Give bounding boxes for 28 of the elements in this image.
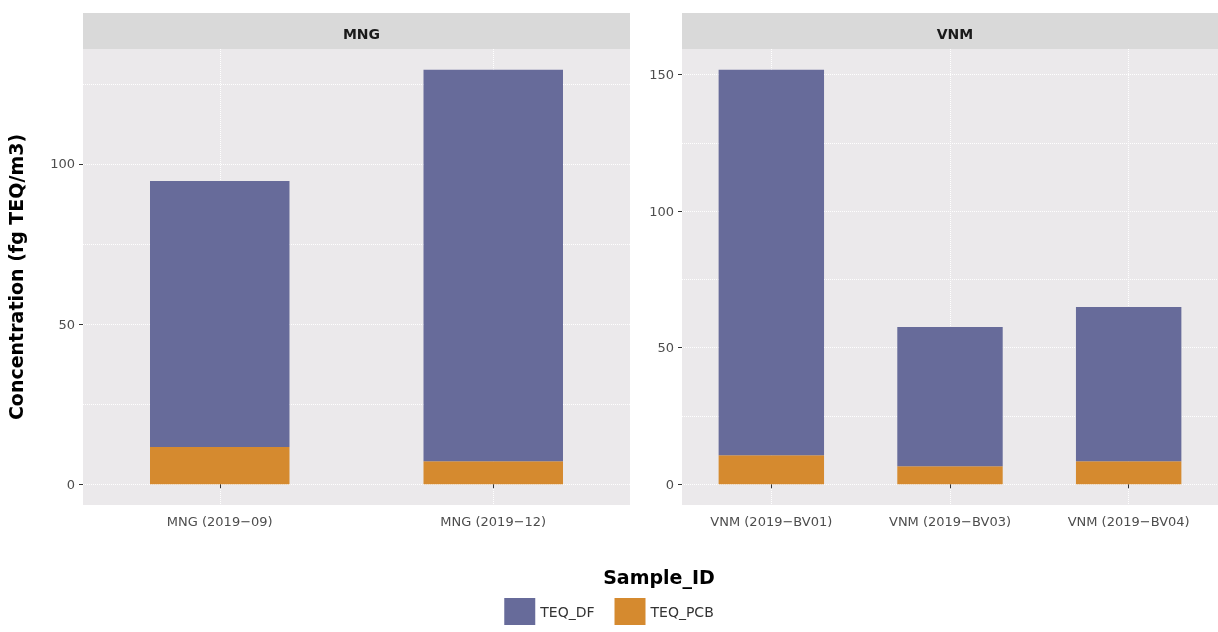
bar	[1075, 461, 1182, 485]
chart-title: VNM	[936, 26, 974, 42]
legend-label: TEQ_PCB	[649, 603, 714, 620]
y-tick-label: 150	[649, 67, 674, 83]
bar	[718, 455, 825, 485]
bar	[423, 461, 563, 485]
y-tick-label: 100	[649, 203, 674, 219]
bar	[1075, 307, 1182, 462]
bar	[150, 180, 290, 448]
bar	[897, 326, 1003, 467]
bar	[718, 69, 825, 456]
y-tick-label: 0	[66, 476, 75, 492]
x-axis-title: Sample_ID	[603, 565, 715, 589]
x-tick-label: MNG (2019−09)	[166, 514, 273, 529]
y-tick-label: 50	[657, 340, 674, 356]
x-tick-label: MNG (2019−12)	[440, 514, 547, 529]
x-tick-label: VNM (2019−BV01)	[710, 514, 833, 529]
bar	[897, 466, 1003, 485]
y-tick-label: 50	[58, 316, 75, 332]
bar	[423, 69, 563, 462]
y-axis-title: Concentration (fg TEQ/m3)	[4, 133, 27, 421]
chart-title: MNG	[342, 26, 381, 42]
legend-label: TEQ_DF	[539, 603, 595, 620]
y-tick-label: 0	[665, 476, 674, 492]
x-tick-label: VNM (2019−BV03)	[888, 514, 1012, 529]
y-tick-label: 100	[50, 156, 75, 172]
bar	[150, 447, 290, 485]
x-tick-label: VNM (2019−BV04)	[1067, 514, 1190, 529]
